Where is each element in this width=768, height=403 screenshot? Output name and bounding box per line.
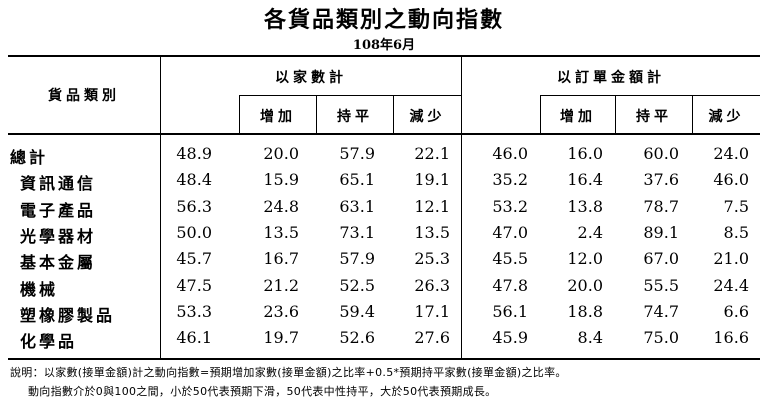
header-c-increase: 增加 <box>260 109 296 125</box>
table-cell: 2.4 <box>577 223 603 242</box>
table-cell: 46.1 <box>176 328 212 347</box>
table-cell: 73.1 <box>339 223 375 242</box>
divider-o-dec <box>692 95 693 133</box>
table-cell: 6.6 <box>723 302 749 321</box>
table-cell: 25.3 <box>414 249 450 268</box>
table-cell: 45.9 <box>492 328 528 347</box>
table-cell: 13.8 <box>567 197 603 216</box>
top-rule <box>8 55 760 57</box>
table-cell: 45.5 <box>492 249 528 268</box>
table-cell: 24.0 <box>713 144 749 163</box>
table-cell: 37.6 <box>643 170 679 189</box>
table-cell: 50.0 <box>176 223 212 242</box>
table-cell: 19.1 <box>414 170 450 189</box>
table-subtitle: 108年6月 <box>352 38 416 53</box>
table-cell: 52.6 <box>339 328 375 347</box>
table-cell: 78.7 <box>643 197 679 216</box>
header-c-flat: 持平 <box>337 109 373 125</box>
table-cell: 21.2 <box>263 276 299 295</box>
divider-c-flat <box>316 95 317 133</box>
table-row-label: 塑橡膠製品 <box>20 306 116 325</box>
table-cell: 8.5 <box>723 223 749 242</box>
header-o-flat: 持平 <box>636 109 672 125</box>
table-cell: 53.2 <box>492 197 528 216</box>
table-cell: 18.8 <box>567 302 603 321</box>
table-cell: 59.4 <box>339 302 375 321</box>
table-cell: 13.5 <box>263 223 299 242</box>
bottom-rule <box>8 358 760 360</box>
table-cell: 46.0 <box>713 170 749 189</box>
table-cell: 19.7 <box>263 328 299 347</box>
table-cell: 48.9 <box>176 144 212 163</box>
table-cell: 67.0 <box>643 249 679 268</box>
table-row-label: 總計 <box>10 148 49 167</box>
divider-o-inc <box>540 95 541 133</box>
table-cell: 24.4 <box>713 276 749 295</box>
table-row-label: 光學器材 <box>20 227 97 246</box>
note-line-1: 說明：以家數(接單金額)計之動向指數=預期增加家數(接單金額)之比率+0.5*預… <box>10 366 567 379</box>
table-row-label: 機械 <box>20 280 59 299</box>
table-cell: 21.0 <box>713 249 749 268</box>
table-cell: 47.8 <box>492 276 528 295</box>
table-row-label: 化學品 <box>20 332 78 351</box>
divider-o-flat <box>615 95 616 133</box>
table-row-label: 資訊通信 <box>20 174 97 193</box>
table-cell: 47.0 <box>492 223 528 242</box>
table-cell: 45.7 <box>176 249 212 268</box>
table-cell: 89.1 <box>643 223 679 242</box>
table-cell: 16.6 <box>713 328 749 347</box>
table-row-label: 電子產品 <box>20 201 97 220</box>
table-cell: 24.8 <box>263 197 299 216</box>
divider-category <box>160 57 161 358</box>
table-cell: 60.0 <box>643 144 679 163</box>
header-group-order: 以訂單金額計 <box>557 70 665 86</box>
header-c-decrease: 減少 <box>409 109 446 125</box>
table-title: 各貨品類別之動向指數 <box>263 8 504 33</box>
table-cell: 46.0 <box>492 144 528 163</box>
table-row-label: 基本金屬 <box>20 253 97 272</box>
divider-groups <box>461 57 462 358</box>
subheader-line-company <box>239 95 461 96</box>
table-cell: 27.6 <box>414 328 450 347</box>
table-cell: 48.4 <box>176 170 212 189</box>
table-cell: 17.1 <box>414 302 450 321</box>
table-cell: 35.2 <box>492 170 528 189</box>
table-cell: 16.4 <box>567 170 603 189</box>
table-cell: 47.5 <box>176 276 212 295</box>
table-cell: 65.1 <box>339 170 375 189</box>
subheader-line-order <box>540 95 760 96</box>
table-cell: 57.9 <box>339 249 375 268</box>
table-cell: 56.3 <box>176 197 212 216</box>
divider-c-dec <box>393 95 394 133</box>
note-line-2: 動向指數介於0與100之間，小於50代表預期下滑，50代表中性持平，大於50代表… <box>28 385 497 398</box>
table-cell: 15.9 <box>263 170 299 189</box>
table-cell: 52.5 <box>339 276 375 295</box>
table-cell: 7.5 <box>723 197 749 216</box>
table-cell: 16.7 <box>263 249 299 268</box>
table-cell: 12.1 <box>414 197 450 216</box>
table-cell: 8.4 <box>577 328 603 347</box>
table-cell: 53.3 <box>176 302 212 321</box>
table-cell: 20.0 <box>263 144 299 163</box>
table-cell: 22.1 <box>414 144 450 163</box>
table-cell: 16.0 <box>567 144 603 163</box>
table-cell: 57.9 <box>339 144 375 163</box>
header-category: 貨品類別 <box>48 88 120 104</box>
header-o-increase: 增加 <box>560 109 596 125</box>
table-cell: 55.5 <box>643 276 679 295</box>
table-cell: 20.0 <box>567 276 603 295</box>
table-cell: 56.1 <box>492 302 528 321</box>
table-cell: 63.1 <box>339 197 375 216</box>
header-bottom-rule <box>8 133 760 135</box>
header-o-decrease: 減少 <box>708 109 745 125</box>
table-cell: 23.6 <box>263 302 299 321</box>
header-group-company: 以家數計 <box>275 70 347 86</box>
divider-c-inc <box>239 95 240 133</box>
table-cell: 74.7 <box>643 302 679 321</box>
table-cell: 12.0 <box>567 249 603 268</box>
table-cell: 13.5 <box>414 223 450 242</box>
table-cell: 26.3 <box>414 276 450 295</box>
table-cell: 75.0 <box>643 328 679 347</box>
